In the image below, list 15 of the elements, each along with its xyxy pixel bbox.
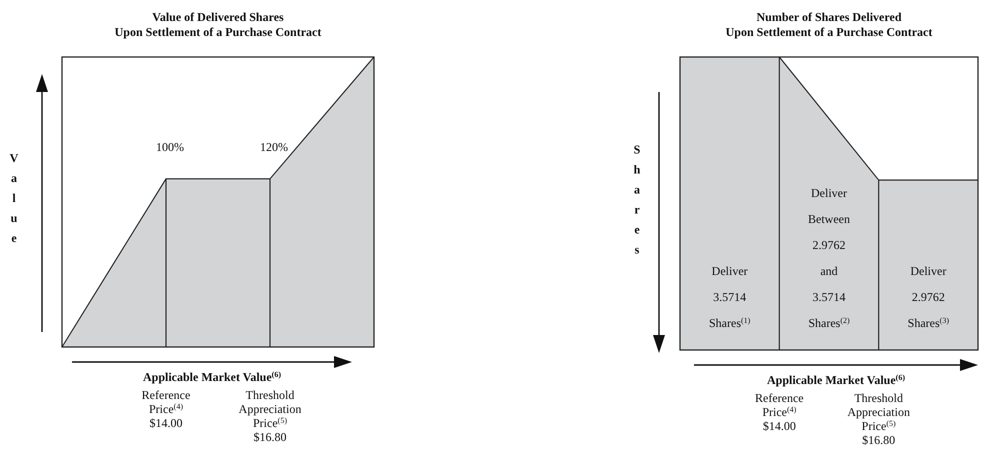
x-tick-label: Threshold Appreciation Price$^{(5)}$ $16.80: [238, 388, 302, 444]
x-axis-title: Applicable Market Value$^{(6)}$: [767, 372, 906, 387]
x-tick-label: Reference Price$^{(4)}$ $14.00: [755, 391, 804, 433]
chart-title: Number of Shares Delivered Upon Settlement of a Purchase Contract: [726, 10, 932, 39]
x-tick-label: Reference Price$^{(4)}$ $14.00: [142, 388, 190, 430]
annotation: Deliver 2.9762 Shares$^{(3)}$: [908, 264, 950, 330]
x-axis-title: Applicable Market Value$^{(6)}$: [143, 370, 282, 384]
annotation: Deliver Between 2.9762 and 3.5714 Shares$^{(2)}$: [808, 186, 850, 330]
annotation: 100%: [156, 140, 184, 154]
x-tick-label: Threshold Appreciation Price$^{(5)}$ $16.80: [847, 391, 910, 447]
annotation: 120%: [260, 140, 288, 154]
text: Shares: [634, 142, 640, 256]
chart-title: Value of Delivered Shares Upon Settlement of a Purchase Contract: [114, 10, 322, 39]
y-axis-title: Shares: [709, 316, 742, 330]
y-axis-title: Value: [10, 151, 19, 245]
